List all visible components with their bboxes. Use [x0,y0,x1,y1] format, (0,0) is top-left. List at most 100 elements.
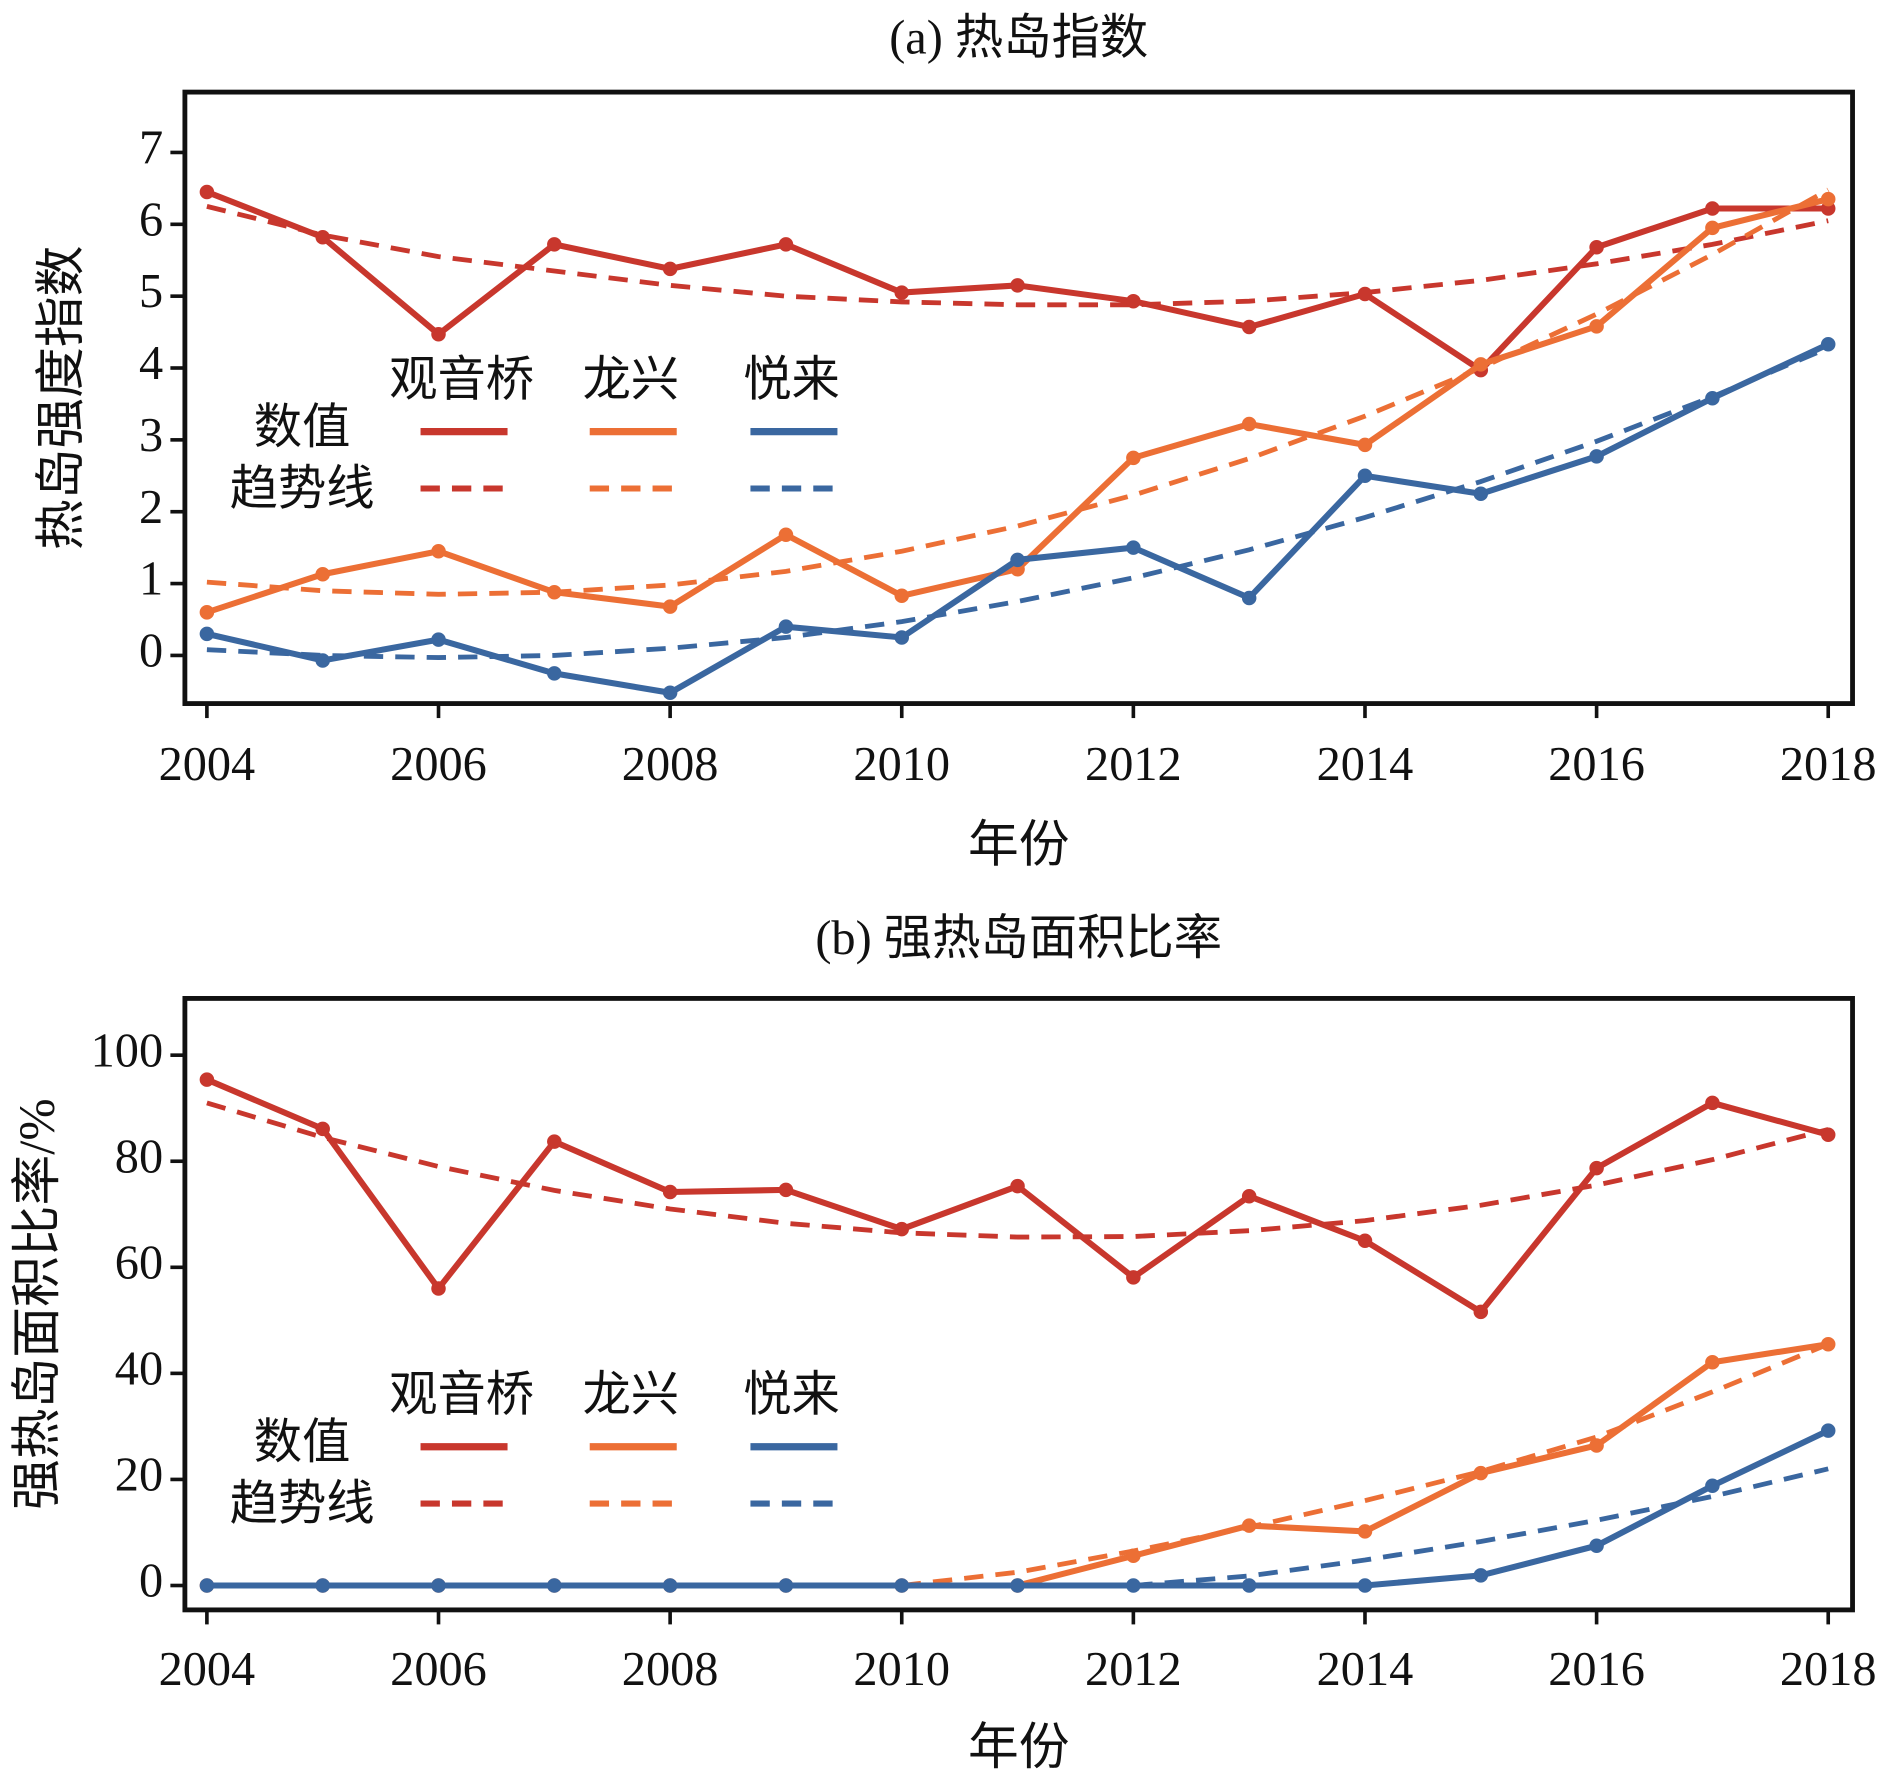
y-tick-label: 3 [139,409,163,462]
data-point [199,1072,215,1087]
x-tick-label: 2006 [390,1643,487,1696]
y-tick-label: 5 [139,265,163,318]
data-point [778,619,794,634]
x-tick-label: 2010 [853,1643,950,1696]
data-point [315,653,330,668]
trend-line [206,345,1830,660]
data-point [1241,1518,1257,1533]
data-point [894,630,909,645]
y-tick-label: 4 [139,337,163,390]
x-tick-label: 2012 [1085,738,1182,791]
data-point [199,605,215,620]
data-point [1357,1524,1373,1539]
data-point [431,543,446,559]
data-point [894,588,909,604]
data-point [1473,1568,1489,1583]
data-point [547,584,562,600]
x-tick-label: 2018 [1780,738,1877,791]
legend-row-label: 趋势线 [230,1477,375,1530]
data-point [1241,1188,1257,1204]
y-tick-label: 20 [115,1449,163,1502]
data-point [662,1578,678,1593]
data-point [1705,1095,1720,1111]
trend-line [901,1341,1830,1588]
data-point [1241,416,1257,432]
data-point [1473,486,1489,502]
data-point [1473,1304,1489,1320]
legend-label: 观音桥 [389,1369,534,1422]
data-point [1357,1578,1373,1593]
data-point [1473,357,1489,372]
data-point [1589,240,1604,255]
data-point [662,1184,678,1200]
data-point [1705,201,1720,216]
data-point [547,666,562,681]
data-point [1357,468,1373,484]
x-tick-label: 2004 [159,1643,256,1696]
x-tick-label: 2008 [622,738,719,791]
y-tick-label: 7 [139,122,163,175]
plot-frame [182,89,1855,706]
data-point [199,1578,215,1593]
y-tick-label: 2 [139,481,163,534]
y-tick-label: 0 [139,625,163,678]
data-point [1705,1354,1720,1370]
data-point [778,237,794,252]
data-point [1357,1233,1373,1249]
legend-label: 龙兴 [582,1369,679,1422]
data-point [662,261,678,277]
legend-label: 观音桥 [389,354,534,407]
legend-row-label: 趋势线 [230,462,375,515]
data-point [315,229,330,245]
data-point [1589,1538,1604,1553]
chart-title: (a) 热岛指数 [889,12,1148,65]
data-point [431,1281,446,1296]
data-point [778,1578,794,1593]
x-tick-label: 2016 [1548,1643,1645,1696]
x-tick-label: 2012 [1085,1643,1182,1696]
data-point [1820,1336,1836,1352]
x-tick-label: 2016 [1548,738,1645,791]
x-tick-label: 2010 [853,738,950,791]
data-point [199,626,215,642]
data-line [205,1076,1830,1316]
data-point [1589,319,1604,334]
data-point [1126,1270,1141,1285]
data-point [431,326,446,342]
plot-frame [182,996,1855,1613]
y-tick-label: 40 [115,1342,163,1395]
data-point [778,527,794,542]
data-point [662,685,678,701]
trend-line [206,1100,1829,1240]
y-tick-label: 80 [115,1130,163,1183]
y-tick-label: 60 [115,1236,163,1289]
data-point [315,1121,330,1137]
data-point [1589,1160,1604,1176]
data-point [662,599,678,614]
y-axis-label: 强热岛面积比率/% [9,1098,65,1510]
x-tick-label: 2014 [1317,1643,1414,1696]
x-axis-label: 年份 [968,1719,1070,1775]
data-point [1126,1548,1141,1564]
x-axis-label: 年份 [968,816,1070,872]
data-point [1589,1438,1604,1453]
data-point [1820,191,1836,207]
x-tick-label: 2008 [622,1643,719,1696]
data-point [894,1221,909,1237]
data-point [1357,437,1373,453]
legend-row-label: 数值 [254,1416,351,1469]
y-tick-label: 0 [139,1555,163,1608]
data-point [1820,1127,1836,1142]
data-point [199,184,215,200]
data-point [1705,1478,1720,1494]
data-point [1241,319,1257,335]
data-point [1126,293,1141,309]
data-point [431,632,446,647]
trend-line [1133,1466,1829,1588]
data-point [1705,220,1720,236]
data-point [894,285,909,300]
data-point [778,1182,794,1198]
data-point [1241,590,1257,606]
legend-label: 悦来 [743,354,840,407]
